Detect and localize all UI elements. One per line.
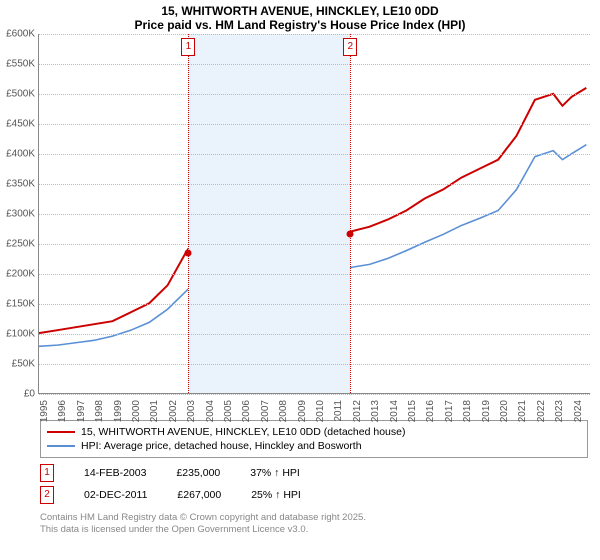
x-tick-label: 2010 — [315, 400, 326, 422]
y-tick-label: £300K — [1, 209, 35, 220]
x-tick-label: 2001 — [149, 400, 160, 422]
x-tick-label: 2014 — [389, 400, 400, 422]
chart-container: 15, WHITWORTH AVENUE, HINCKLEY, LE10 0DD… — [0, 0, 600, 560]
grid-line — [39, 184, 590, 185]
event-row-0: 1 14-FEB-2003 £235,000 37% ↑ HPI — [40, 462, 588, 484]
x-tick-label: 2017 — [444, 400, 455, 422]
event-date-0: 14-FEB-2003 — [84, 467, 146, 479]
grid-line — [39, 34, 590, 35]
x-tick-label: 2009 — [297, 400, 308, 422]
event-price-1: £267,000 — [177, 489, 221, 501]
x-tick-label: 2019 — [481, 400, 492, 422]
legend-swatch-0 — [47, 431, 75, 433]
y-tick-label: £100K — [1, 329, 35, 340]
legend-row-0: 15, WHITWORTH AVENUE, HINCKLEY, LE10 0DD… — [47, 425, 581, 439]
x-tick-label: 2023 — [554, 400, 565, 422]
grid-line — [39, 64, 590, 65]
event-row-1: 2 02-DEC-2011 £267,000 25% ↑ HPI — [40, 484, 588, 506]
x-tick-label: 1997 — [76, 400, 87, 422]
grid-line — [39, 364, 590, 365]
y-tick-label: £500K — [1, 89, 35, 100]
event-marker-0: 1 — [40, 464, 54, 482]
x-tick-label: 2006 — [241, 400, 252, 422]
grid-line — [39, 304, 590, 305]
x-tick-label: 1996 — [57, 400, 68, 422]
footer: Contains HM Land Registry data © Crown c… — [40, 512, 588, 536]
legend-row-1: HPI: Average price, detached house, Hinc… — [47, 439, 581, 453]
event-price-0: £235,000 — [176, 467, 220, 479]
x-tick-label: 2020 — [499, 400, 510, 422]
y-tick-label: £450K — [1, 119, 35, 130]
x-tick-label: 2008 — [278, 400, 289, 422]
y-tick-label: £400K — [1, 149, 35, 160]
grid-line — [39, 214, 590, 215]
plot: £0£50K£100K£150K£200K£250K£300K£350K£400… — [38, 34, 590, 394]
grid-line — [39, 94, 590, 95]
y-tick-label: £0 — [1, 389, 35, 400]
y-tick-label: £600K — [1, 29, 35, 40]
footer-line-2: This data is licensed under the Open Gov… — [40, 524, 588, 536]
x-tick-label: 2012 — [352, 400, 363, 422]
chart-area: £0£50K£100K£150K£200K£250K£300K£350K£400… — [38, 34, 590, 414]
x-tick-label: 2011 — [333, 400, 344, 422]
x-tick-label: 2022 — [536, 400, 547, 422]
y-tick-label: £50K — [1, 359, 35, 370]
event-flag-1: 2 — [343, 38, 357, 56]
x-tick-label: 2016 — [425, 400, 436, 422]
x-tick-label: 2024 — [573, 400, 584, 422]
grid-line — [39, 334, 590, 335]
x-tick-label: 2013 — [370, 400, 381, 422]
x-tick-label: 1998 — [94, 400, 105, 422]
title-block: 15, WHITWORTH AVENUE, HINCKLEY, LE10 0DD… — [0, 0, 600, 34]
x-tick-label: 2005 — [223, 400, 234, 422]
legend-swatch-1 — [47, 445, 75, 447]
event-note-0: 37% ↑ HPI — [250, 467, 300, 479]
x-tick-label: 2018 — [462, 400, 473, 422]
x-tick-label: 2007 — [260, 400, 271, 422]
x-tick-label: 2021 — [517, 400, 528, 422]
event-dot-0 — [185, 250, 192, 257]
grid-line — [39, 274, 590, 275]
grid-line — [39, 124, 590, 125]
x-tick-label: 2002 — [168, 400, 179, 422]
events-table: 1 14-FEB-2003 £235,000 37% ↑ HPI 2 02-DE… — [40, 462, 588, 506]
x-tick-label: 1995 — [39, 400, 50, 422]
y-tick-label: £150K — [1, 299, 35, 310]
event-flag-0: 1 — [181, 38, 195, 56]
event-note-1: 25% ↑ HPI — [251, 489, 301, 501]
event-dot-1 — [347, 230, 354, 237]
x-tick-label: 2000 — [131, 400, 142, 422]
x-tick-label: 2015 — [407, 400, 418, 422]
x-tick-label: 2004 — [205, 400, 216, 422]
y-tick-label: £250K — [1, 239, 35, 250]
event-vline-1 — [350, 34, 351, 393]
grid-line — [39, 154, 590, 155]
legend-label-1: HPI: Average price, detached house, Hinc… — [81, 440, 362, 452]
grid-line — [39, 244, 590, 245]
footer-line-1: Contains HM Land Registry data © Crown c… — [40, 512, 588, 524]
legend-label-0: 15, WHITWORTH AVENUE, HINCKLEY, LE10 0DD… — [81, 426, 405, 438]
event-marker-1: 2 — [40, 486, 54, 504]
grid-line — [39, 394, 590, 395]
y-tick-label: £550K — [1, 59, 35, 70]
legend: 15, WHITWORTH AVENUE, HINCKLEY, LE10 0DD… — [40, 420, 588, 458]
title-line-2: Price paid vs. HM Land Registry's House … — [0, 18, 600, 32]
y-tick-label: £200K — [1, 269, 35, 280]
event-vline-0 — [188, 34, 189, 393]
y-tick-label: £350K — [1, 179, 35, 190]
event-date-1: 02-DEC-2011 — [84, 489, 147, 501]
x-tick-label: 2003 — [186, 400, 197, 422]
title-line-1: 15, WHITWORTH AVENUE, HINCKLEY, LE10 0DD — [0, 4, 600, 18]
x-tick-label: 1999 — [113, 400, 124, 422]
